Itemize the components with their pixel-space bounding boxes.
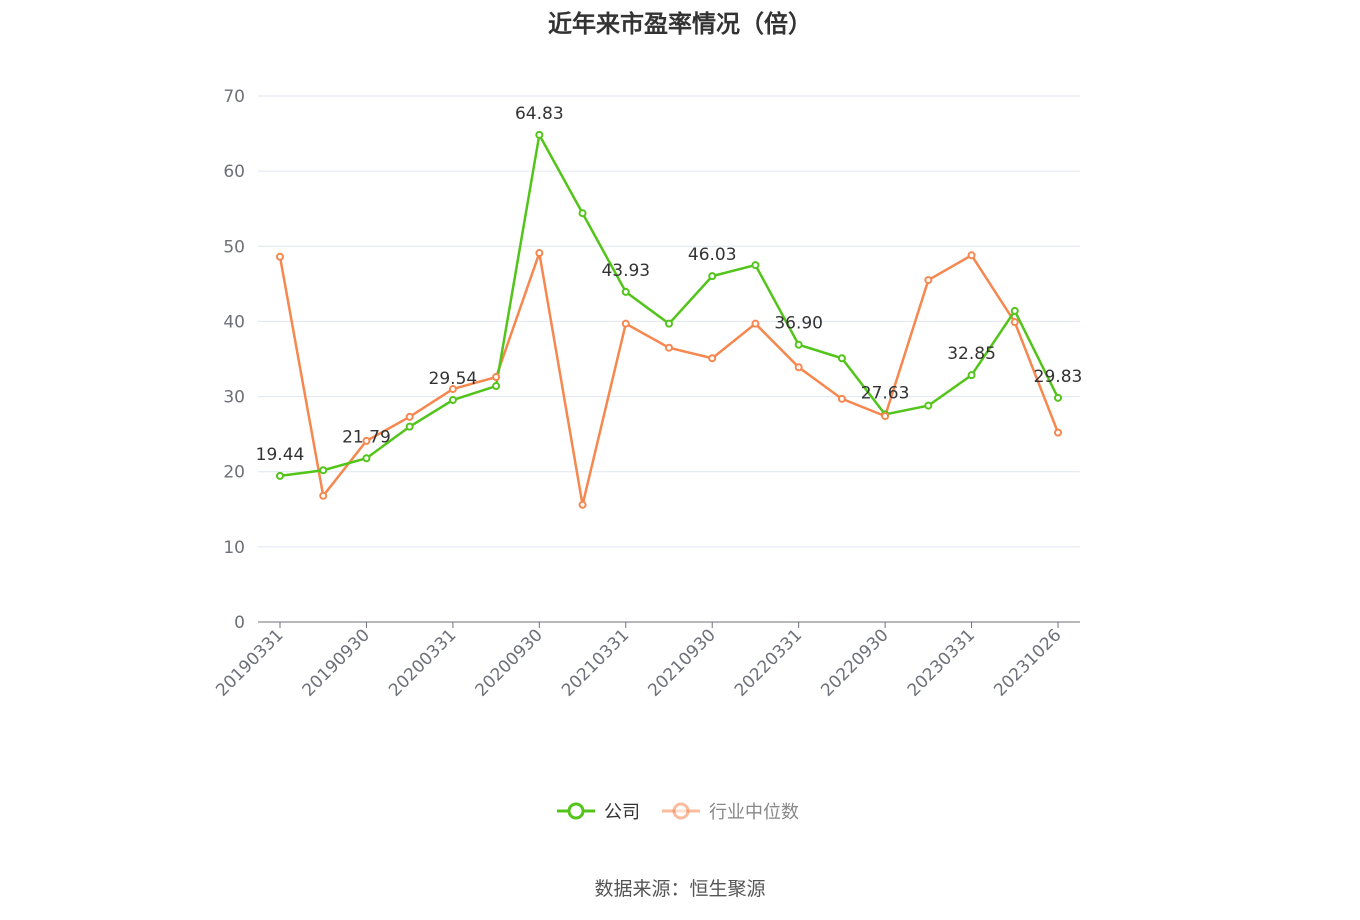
- y-tick-label: 50: [223, 237, 245, 257]
- data-point: [1010, 306, 1019, 315]
- x-tick-label: 20210930: [644, 625, 719, 700]
- x-tick-label: 20190331: [212, 625, 287, 700]
- data-point: [1054, 428, 1062, 437]
- x-tick-label: 20220930: [817, 625, 892, 700]
- data-point: [578, 209, 587, 218]
- data-source: 数据来源：恒生聚源: [594, 878, 766, 900]
- legend-circle-icon: [672, 802, 690, 820]
- x-tick-label: 20200331: [385, 625, 460, 700]
- legend-circle-icon: [567, 802, 585, 820]
- y-tick-label: 10: [223, 538, 245, 558]
- data-point: [837, 354, 846, 363]
- x-tick-label: 20210331: [558, 625, 633, 700]
- data-point: [967, 251, 976, 260]
- data-label: 29.83: [1034, 367, 1083, 387]
- x-tick-label: 20220331: [731, 625, 806, 700]
- data-point: [751, 319, 760, 328]
- data-point: [708, 354, 717, 363]
- data-point: [924, 401, 933, 410]
- y-tick-label: 0: [234, 613, 245, 633]
- data-label: 19.44: [256, 445, 305, 465]
- data-point: [924, 276, 933, 285]
- data-label: 29.54: [429, 369, 478, 389]
- x-tick-label: 20190930: [299, 625, 374, 700]
- data-point: [405, 422, 414, 431]
- data-point: [362, 436, 371, 445]
- data-point: [794, 340, 803, 349]
- data-point: [665, 319, 673, 328]
- data-label: 46.03: [688, 245, 737, 265]
- data-point: [578, 500, 587, 509]
- legend-item[interactable]: 公司: [604, 802, 640, 823]
- data-label: 32.85: [947, 344, 996, 364]
- y-tick-label: 30: [223, 388, 245, 408]
- data-point: [405, 412, 414, 421]
- data-label: 27.63: [861, 383, 910, 403]
- y-tick-label: 70: [223, 87, 245, 107]
- data-point: [1010, 318, 1019, 327]
- x-tick-label: 20231026: [990, 625, 1065, 700]
- data-point: [665, 343, 673, 352]
- data-point: [708, 272, 717, 281]
- data-point: [492, 373, 501, 382]
- data-point: [319, 491, 328, 500]
- y-tick-label: 60: [223, 162, 245, 182]
- data-label: 64.83: [515, 104, 564, 124]
- data-point: [837, 394, 846, 403]
- data-point: [621, 319, 630, 328]
- data-point: [535, 249, 544, 258]
- data-point: [319, 466, 328, 475]
- data-point: [276, 471, 284, 480]
- data-point: [621, 287, 630, 296]
- data-point: [535, 130, 544, 139]
- data-point: [967, 371, 976, 380]
- y-tick-label: 20: [223, 463, 245, 483]
- data-point: [448, 396, 457, 405]
- chart-title: 近年来市盈率情况（倍）: [548, 10, 812, 38]
- data-label: 43.93: [601, 261, 650, 281]
- data-point: [751, 261, 760, 270]
- data-point: [362, 454, 371, 463]
- data-label: 36.90: [774, 314, 823, 334]
- data-point: [1054, 393, 1062, 402]
- data-point: [794, 363, 803, 372]
- series-line: [278, 248, 1060, 506]
- x-tick-label: 20200930: [472, 625, 547, 700]
- data-point: [492, 382, 501, 391]
- x-tick-label: 20230331: [904, 625, 979, 700]
- data-point: [276, 252, 284, 261]
- legend-item[interactable]: 行业中位数: [709, 802, 799, 823]
- y-tick-label: 40: [223, 312, 245, 332]
- data-point: [881, 412, 890, 421]
- data-point: [448, 385, 457, 394]
